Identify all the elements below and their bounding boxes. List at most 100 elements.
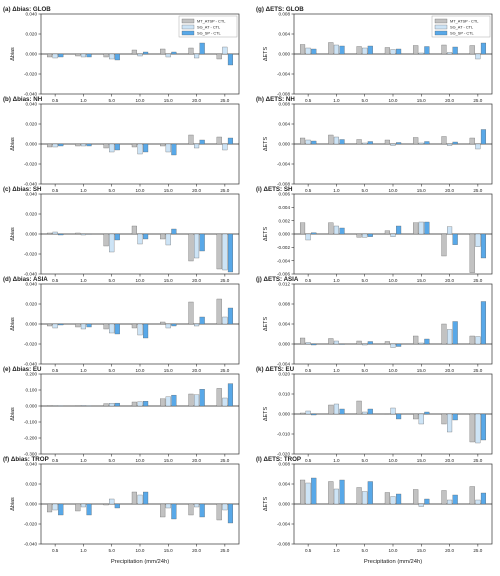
panel-12-bar [339,479,345,505]
panel-7-bar [46,323,53,327]
panel-6-bar [305,233,311,241]
panel-1-bar [114,53,120,61]
panel-11-bar [75,503,81,512]
panel-7-xtick-label: 20.0 [192,368,201,373]
panel-1-legend-swatch [181,24,195,30]
panel-8-bar [356,340,362,345]
panel-4-xtick-label: 20.0 [445,188,454,193]
panel-2-bar [305,47,311,55]
panel-8-bar [390,343,396,348]
panel-10-ytick-label: 0.020 [279,372,291,377]
panel-7-bar [160,321,166,325]
panel-8-bar [311,343,317,346]
panel-5-xtick-label: 20.0 [192,278,201,283]
panel-6-bar [424,221,430,235]
panel-3-ytick-label: -0.020 [24,162,37,167]
panel-12-bar [305,482,311,505]
panel-5-bar [222,233,228,271]
panel-2-bar [413,45,419,55]
panel-4-bar [299,137,306,145]
panel-8-bar [339,343,345,345]
panel-7-bar [86,323,92,328]
panel-5-bar [216,233,222,270]
panel-1-ytick-label: -0.020 [24,72,37,77]
panel-8-bar [367,341,373,345]
panel-11-bar [109,498,115,505]
panel-10-ytick-label: -0.020 [277,452,290,457]
panel-1-bar [137,53,143,57]
panel-3-bar [137,143,143,155]
panel-2-xtick-label: 25.0 [473,98,482,103]
panel-9-ytick-label: -0.200 [24,436,37,441]
panel-12-xtick-label: 1.0 [333,548,340,553]
panel-9-xtick-label: 0.5 [52,458,59,463]
panel-11-ytick-label: -0.040 [24,542,37,547]
panel-7-bar [131,323,137,329]
panel-4-xtick-label: 10.0 [389,188,398,193]
panel-4-bar [452,141,458,145]
panel-1-xtick-label: 1.0 [80,98,87,103]
panel-1-ylabel: Δbias [10,47,16,61]
panel-11-bar [58,503,64,516]
panel-8-xtick-label: 20.0 [445,368,454,373]
panel-6-bar [418,221,424,235]
panel-10-bar [333,403,339,415]
panel-6-ytick-label: 0.000 [279,232,291,237]
panel-2-xtick-label: 20.0 [445,98,454,103]
panel-7-xtick-label: 25.0 [220,368,229,373]
panel-5-bar [109,233,115,253]
panel-7-xtick-label: 5.0 [109,368,116,373]
panel-5-bar [46,232,53,235]
panel-11-xtick-label: 5.0 [109,548,116,553]
panel-9-bar [216,388,222,407]
panel-1-xtick-label: 0.5 [52,98,59,103]
panel-2-bar [396,48,402,55]
panel-9-title: (e) Δbias: EU [3,366,42,373]
panel-4-bar [418,142,424,145]
panel-9-frame [40,373,240,455]
panel-3-bar [52,143,58,148]
panel-4-ytick-label: -0.004 [277,162,290,167]
panel-2-bar [390,49,396,55]
panel-3-bar [188,134,194,145]
panel-10-bar [441,413,447,425]
panel-4-bar [333,136,339,145]
panel-11-xlabel: Precipitation (mm/24h) [111,559,169,565]
panel-2-bar [424,46,430,55]
panel-4-bar [441,136,447,145]
panel-8-ytick-label: 0.000 [279,342,291,347]
panel-10-bar [418,413,424,425]
panel-6-bar [339,227,345,235]
panel-12-xtick-label: 20.0 [445,548,454,553]
panel-5-bar [75,232,81,235]
panel-2-bar [452,46,458,55]
panel-3-bar [46,143,53,148]
panel-9-bar [227,383,234,407]
panel-6-bar [299,222,306,235]
panel-1-ytick-label: 0.020 [26,32,38,37]
panel-12-bar [299,479,306,505]
panel-5-xtick-label: 1.0 [80,278,87,283]
panel-12-bar [424,498,430,505]
panel-4-ylabel: ΔETS [263,137,269,151]
panel-2-bar [333,44,339,55]
panel-2-bar [339,45,345,55]
panel-3-bar [171,143,177,156]
panel-12-bar [311,477,317,505]
panel-8-bar [299,337,306,345]
panel-9-xtick-label: 25.0 [220,458,229,463]
panel-11-bar [171,503,177,520]
panel-7-xtick-label: 10.0 [136,368,145,373]
panel-5-bar [171,228,177,235]
panel-6-bar [333,225,339,235]
panel-2-bar [328,42,334,55]
panel-9-bar [199,389,205,407]
panel-1-xtick-label: 25.0 [220,98,229,103]
panel-7-bar [109,323,115,334]
panel-9-bar [222,397,228,407]
panel-10-bar [339,408,345,415]
panel-12-bar [390,496,396,505]
panel-5-xtick-label: 10.0 [136,278,145,283]
panel-8-bar [413,335,419,345]
panel-11-bar [131,491,137,505]
